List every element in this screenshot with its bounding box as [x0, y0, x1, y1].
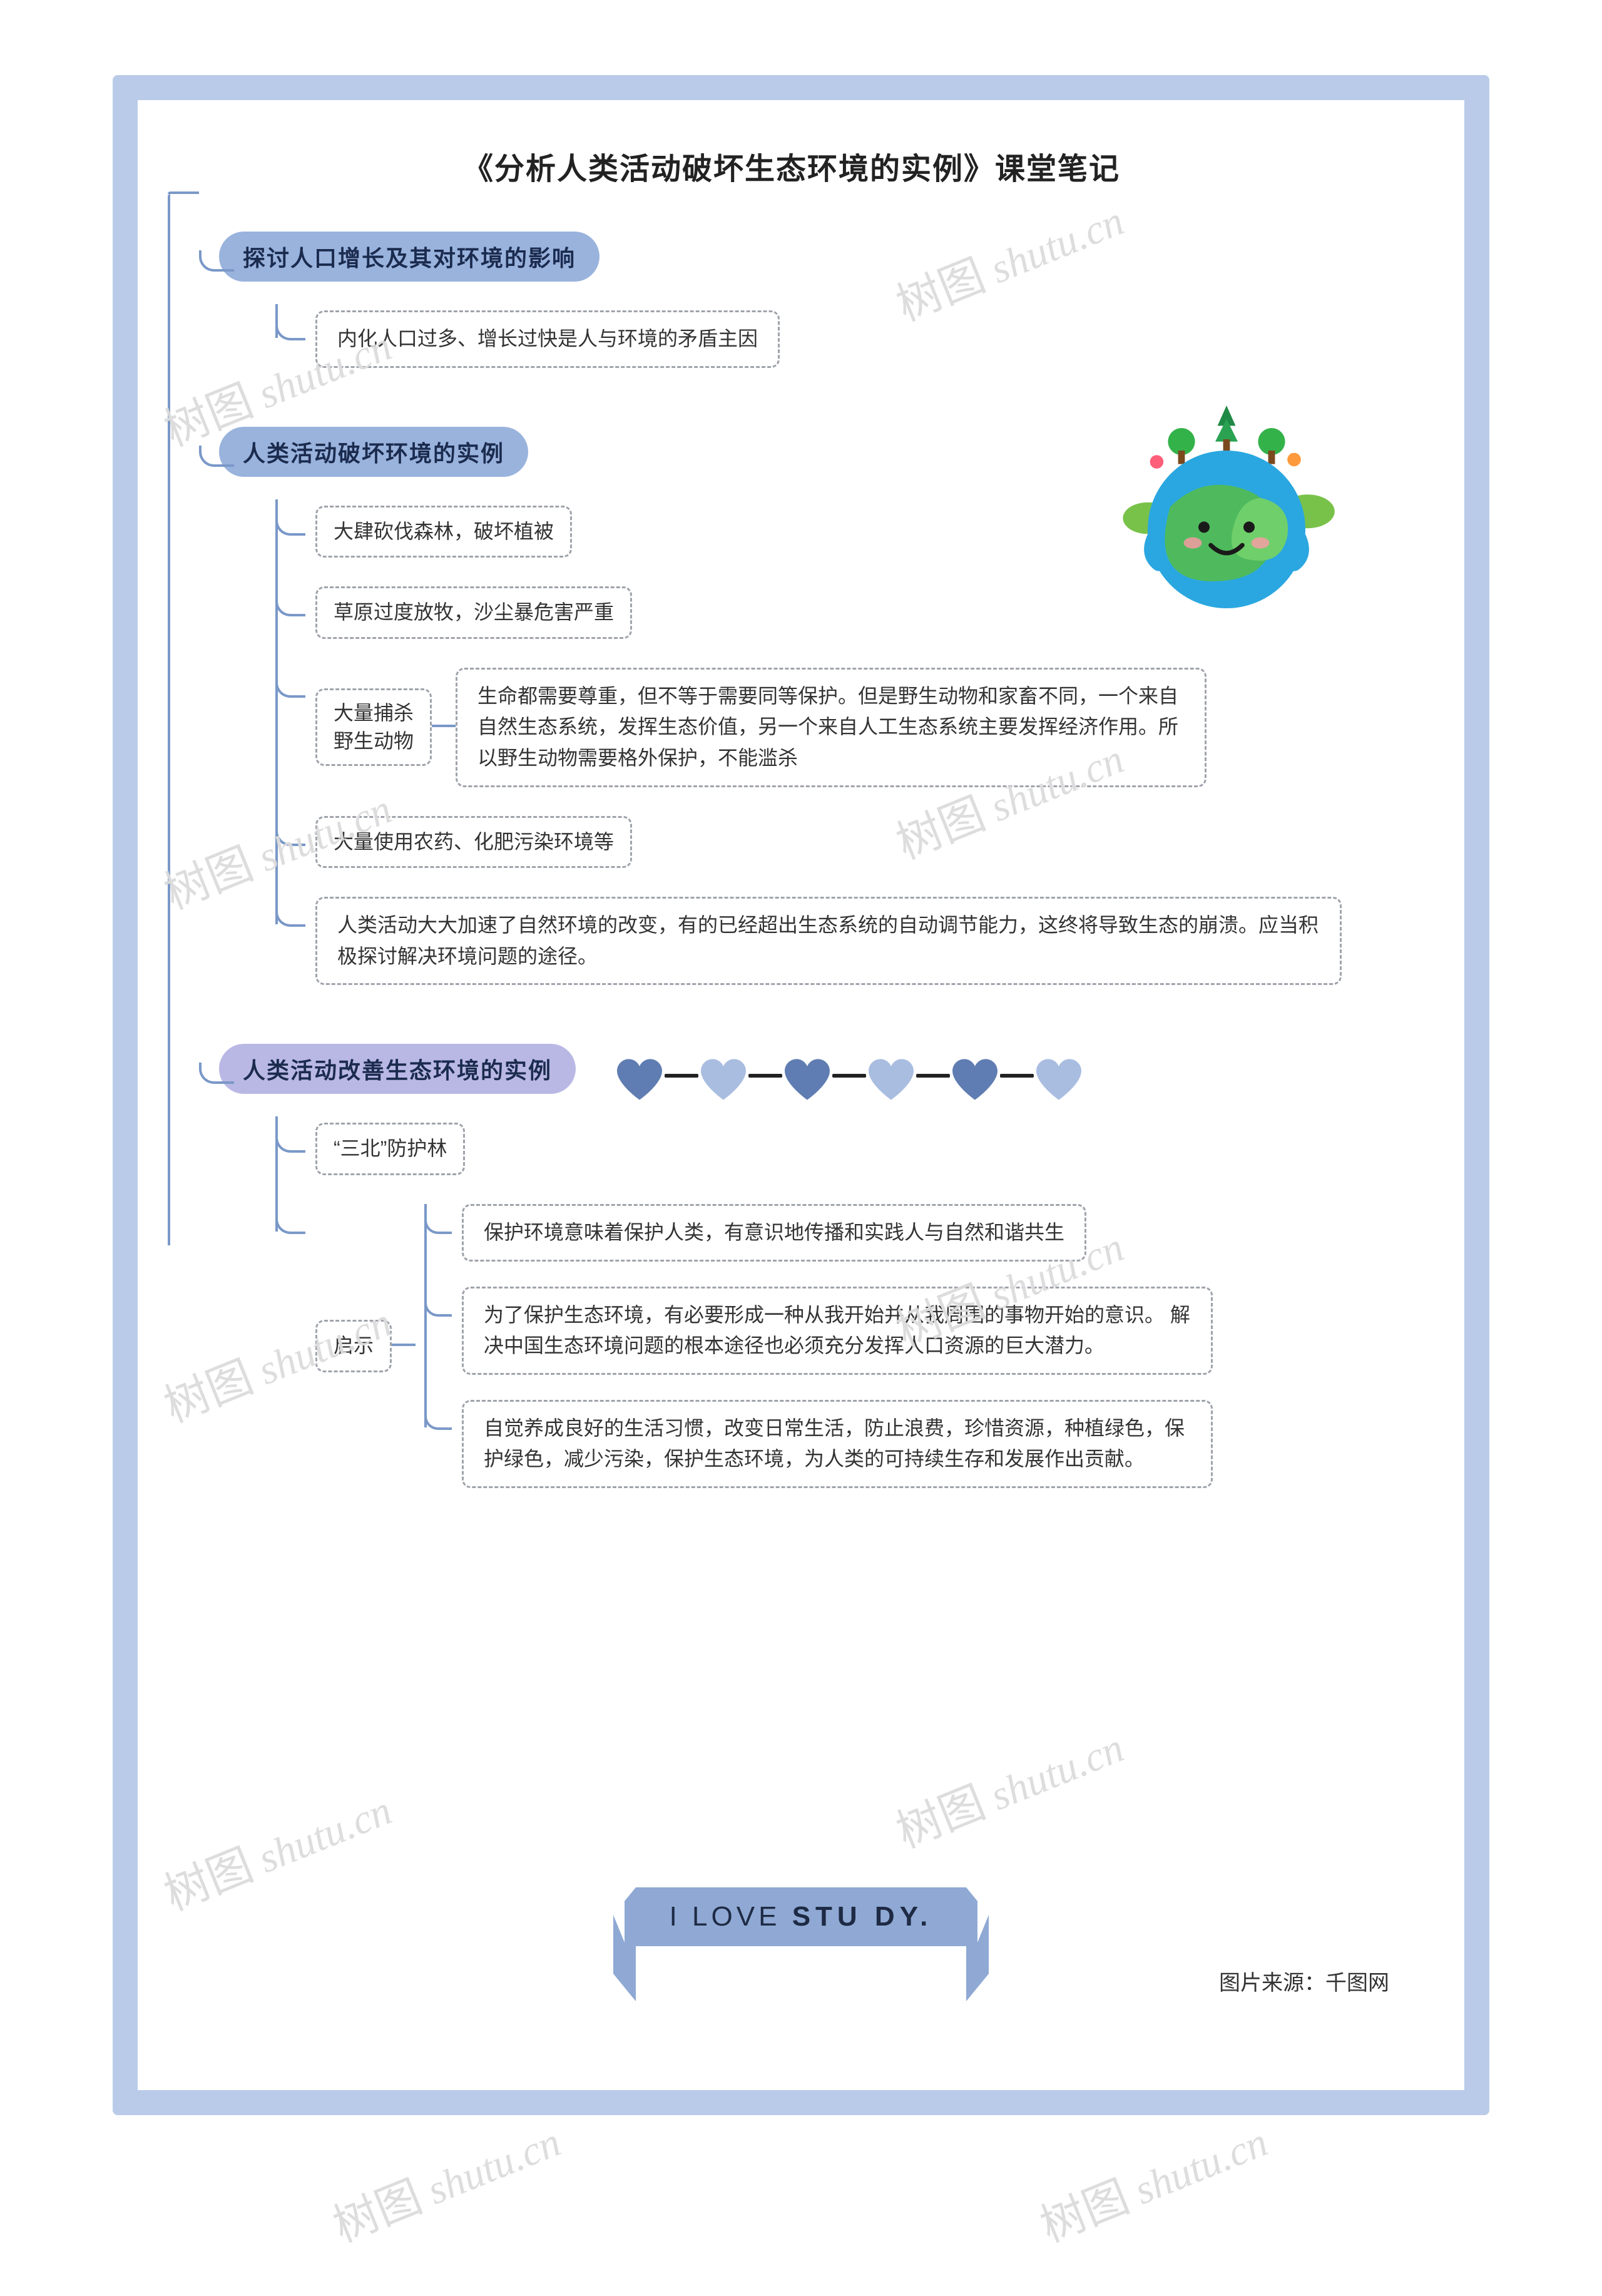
node-text: 草原过度放牧，沙尘暴危害严重 [315, 586, 632, 639]
heart-icon [952, 1059, 997, 1100]
heart-icon [785, 1059, 830, 1100]
heart-icon [617, 1059, 662, 1100]
node-text: 大量捕杀 野生动物 [315, 688, 432, 766]
image-credit: 图片来源：千图网 [1219, 1966, 1389, 1996]
section-population: 探讨人口增长及其对环境的影响 内化人口过多、增长过快是人与环境的矛盾主因 [219, 232, 1414, 370]
tree-node: 大量使用农药、化肥污染环境等 [278, 816, 1414, 869]
tree-node: 为了保护生态环境，有必要形成一种从我开始并从我周围的事物开始的意识。 解决中国生… [427, 1287, 1213, 1375]
tree-spine [168, 194, 170, 1245]
tree-node: 保护环境意味着保护人类，有意识地传播和实践人与自然和谐共生 [427, 1204, 1213, 1262]
ribbon-text: I LOVE [670, 1901, 792, 1932]
node-text: 大量使用农药、化肥污染环境等 [315, 816, 632, 869]
node-text: 为了保护生态环境，有必要形成一种从我开始并从我周围的事物开始的意识。 解决中国生… [462, 1287, 1213, 1375]
tree-node: “三北”防护林 [278, 1123, 1414, 1175]
page-title: 《分析人类活动破坏生态环境的实例》课堂笔记 [169, 144, 1414, 188]
connector [432, 725, 456, 727]
node-text: 内化人口过多、增长过快是人与环境的矛盾主因 [315, 310, 780, 368]
node-text: 启示 [315, 1320, 392, 1372]
branch-connector [199, 446, 234, 467]
tree-node: 内化人口过多、增长过快是人与环境的矛盾主因 [278, 310, 1414, 368]
branch-connector [199, 1063, 234, 1084]
node-text: 人类活动大大加速了自然环境的改变，有的已经超出生态系统的自动调节能力，这终将导致… [315, 897, 1342, 985]
watermark: 树图 shutu.cn [1029, 2104, 1275, 2255]
watermark: 树图 shutu.cn [322, 2104, 568, 2255]
node-text: 生命都需要尊重，但不等于需要同等保护。但是野生动物和家畜不同，一个来自自然生态系… [456, 668, 1207, 787]
earth-icon [1114, 394, 1339, 620]
node-text: 自觉养成良好的生活习惯，改变日常生活，防止浪费，珍惜资源，种植绿色，保护绿色，减… [462, 1400, 1213, 1488]
heart-icon [1036, 1059, 1081, 1100]
heart-icon [701, 1059, 746, 1100]
node-text: “三北”防护林 [315, 1123, 465, 1175]
node-text: 大肆砍伐森林，破坏植被 [315, 506, 572, 558]
section-improvement: 人类活动改善生态环境的实例 “三北”防护林 启示 [219, 1044, 1414, 1491]
heart-icon [869, 1059, 914, 1100]
footer-ribbon: I LOVE STU DY. [138, 1887, 1464, 1946]
tree-node: 启示 保护环境意味着保护人类，有意识地传播和实践人与自然和谐共生 为了保护生态环… [278, 1204, 1414, 1488]
connector [392, 1344, 416, 1346]
tree-node: 大量捕杀 野生动物 生命都需要尊重，但不等于需要同等保护。但是野生动物和家畜不同… [278, 668, 1414, 787]
section-heading: 人类活动破坏环境的实例 [219, 427, 528, 477]
page-frame: 《分析人类活动破坏生态环境的实例》课堂笔记 探讨人口增长及其对环境的影响 内化人… [113, 75, 1489, 2115]
section-heading: 人类活动改善生态环境的实例 [219, 1044, 576, 1094]
section-heading: 探讨人口增长及其对环境的影响 [219, 232, 599, 282]
node-text: 保护环境意味着保护人类，有意识地传播和实践人与自然和谐共生 [462, 1204, 1086, 1262]
ribbon-text-bold: STU DY. [792, 1901, 933, 1932]
branch-connector [199, 250, 234, 272]
hearts-divider [616, 1059, 1083, 1100]
tree-node: 人类活动大大加速了自然环境的改变，有的已经超出生态系统的自动调节能力，这终将导致… [278, 897, 1414, 985]
tree-node: 自觉养成良好的生活习惯，改变日常生活，防止浪费，珍惜资源，种植绿色，保护绿色，减… [427, 1400, 1213, 1488]
